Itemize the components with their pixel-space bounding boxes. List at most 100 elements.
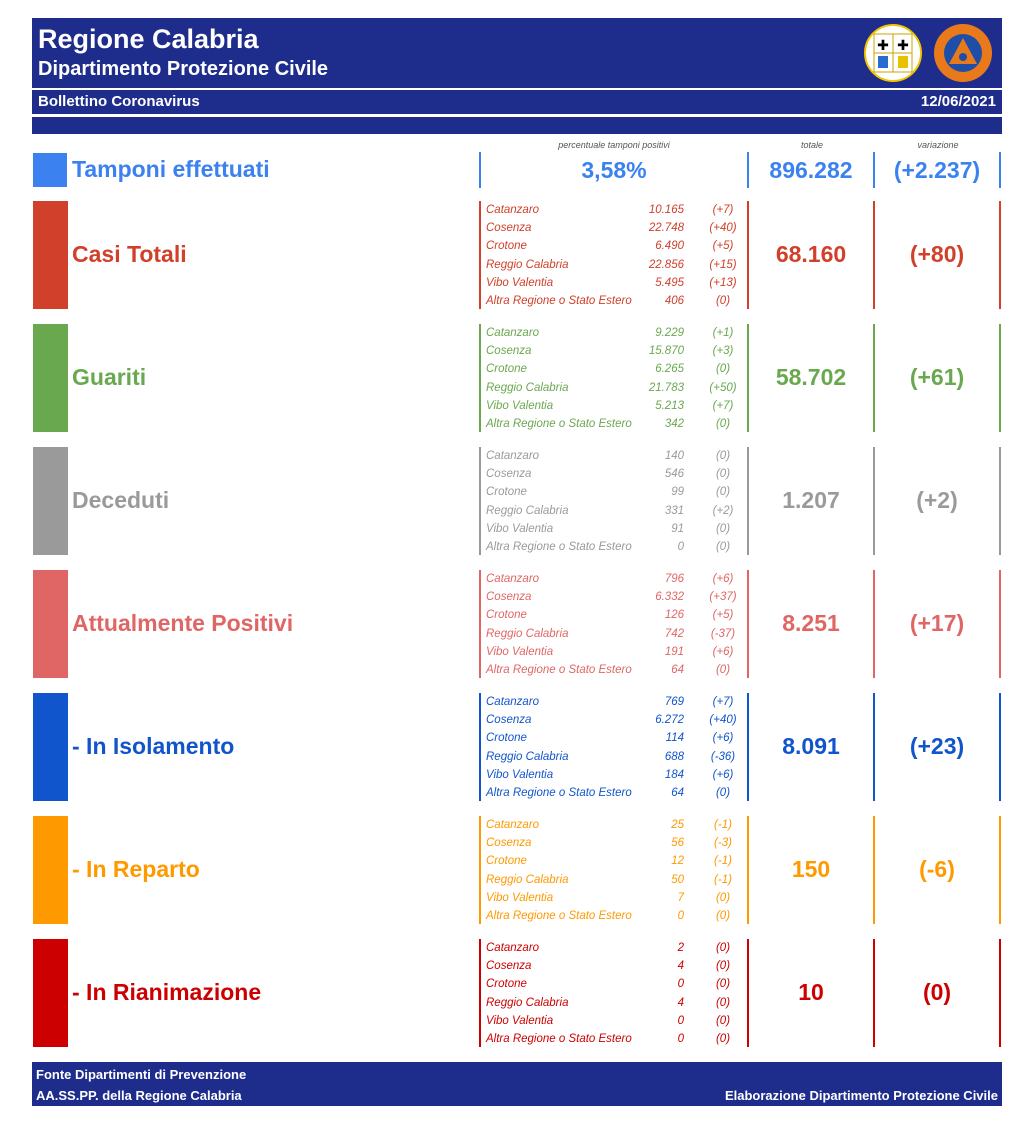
province-name: Catanzaro bbox=[486, 696, 540, 708]
province-variation: (0) bbox=[715, 363, 731, 376]
province-variation: (+2) bbox=[712, 504, 734, 517]
province-count: 140 bbox=[664, 450, 684, 462]
province-row: Vibo Valentia 91 (0) bbox=[486, 522, 746, 540]
province-name: Catanzaro bbox=[486, 450, 540, 462]
section-label: Attualmente Positivi bbox=[72, 610, 294, 636]
tamponi-divider-right bbox=[873, 152, 875, 188]
province-count: 4 bbox=[677, 996, 684, 1009]
province-row: Vibo Valentia 184 (+6) bbox=[486, 768, 746, 786]
province-row: Cosenza 15.870 (+3) bbox=[486, 344, 746, 362]
province-name: Vibo Valentia bbox=[486, 522, 554, 535]
section-label: Deceduti bbox=[72, 487, 170, 513]
section-variation: (-6) bbox=[919, 856, 955, 882]
section-divider bbox=[479, 570, 481, 678]
province-name: Altra Regione o Stato Estero bbox=[486, 663, 632, 676]
province-count: 0 bbox=[677, 1014, 684, 1027]
province-name: Cosenza bbox=[486, 345, 532, 358]
province-name: Reggio Calabria bbox=[486, 381, 569, 394]
province-row: Cosenza 22.748 (+40) bbox=[486, 221, 746, 239]
province-row: Reggio Calabria 4 (0) bbox=[486, 996, 746, 1014]
percent-column-header: percentuale tamponi positivi bbox=[558, 140, 670, 150]
province-count: 546 bbox=[664, 468, 684, 481]
section-total: 150 bbox=[791, 856, 831, 882]
province-list: Catanzaro 796 (+6) Cosenza 6.332 (+37) Crotone… bbox=[486, 572, 746, 681]
province-variation: (+5) bbox=[712, 609, 734, 622]
province-row: Vibo Valentia 191 (+6) bbox=[486, 645, 746, 663]
province-count: 56 bbox=[671, 837, 684, 850]
province-row: Altra Regione o Stato Estero 64 (0) bbox=[486, 786, 746, 804]
province-row: Crotone 99 (0) bbox=[486, 485, 746, 503]
province-row: Altra Regione o Stato Estero 342 (0) bbox=[486, 417, 746, 435]
tamponi-label: Tamponi effettuati bbox=[72, 156, 270, 182]
section-divider bbox=[479, 939, 481, 1047]
province-name: Crotone bbox=[486, 855, 527, 868]
province-count: 15.870 bbox=[648, 345, 684, 358]
province-variation: (0) bbox=[715, 942, 731, 954]
section-divider bbox=[873, 201, 875, 309]
province-count: 6.490 bbox=[655, 240, 684, 253]
province-row: Cosenza 6.272 (+40) bbox=[486, 713, 746, 731]
tamponi-divider-mid bbox=[747, 152, 749, 188]
province-name: Crotone bbox=[486, 609, 527, 622]
province-count: 99 bbox=[671, 486, 684, 499]
province-name: Vibo Valentia bbox=[486, 1014, 554, 1027]
province-name: Crotone bbox=[486, 732, 527, 745]
section-5: - In Reparto Catanzaro 25 (-1) Cosenza 56 (-3)… bbox=[33, 816, 1003, 924]
province-count: 64 bbox=[671, 663, 684, 676]
province-count: 64 bbox=[671, 786, 684, 799]
section-label: - In Reparto bbox=[72, 856, 200, 882]
bulletin-title: Bollettino Coronavirus bbox=[38, 93, 200, 110]
province-variation: (0) bbox=[715, 978, 731, 991]
province-name: Cosenza bbox=[486, 960, 532, 973]
footer-credit: Elaborazione Dipartimento Protezione Civ… bbox=[724, 1088, 998, 1103]
province-name: Altra Regione o Stato Estero bbox=[486, 540, 632, 553]
province-count: 796 bbox=[664, 573, 684, 585]
province-row: Vibo Valentia 0 (0) bbox=[486, 1014, 746, 1032]
section-label: Guariti bbox=[72, 364, 147, 390]
section-divider bbox=[999, 324, 1001, 432]
total-column-header: totale bbox=[800, 140, 824, 150]
province-row: Cosenza 56 (-3) bbox=[486, 836, 746, 854]
province-row: Reggio Calabria 22.856 (+15) bbox=[486, 258, 746, 276]
province-variation: (+6) bbox=[712, 573, 734, 585]
section-divider bbox=[873, 693, 875, 801]
tamponi-percent: 3,58% bbox=[581, 157, 647, 183]
province-name: Crotone bbox=[486, 978, 527, 991]
section-total: 1.207 bbox=[782, 487, 840, 513]
section-divider bbox=[999, 447, 1001, 555]
province-count: 331 bbox=[664, 504, 684, 517]
section-2: Deceduti Catanzaro 140 (0) Cosenza 546 (0) Crot… bbox=[33, 447, 1003, 555]
province-name: Catanzaro bbox=[486, 327, 540, 339]
section-divider bbox=[479, 693, 481, 801]
province-list: Catanzaro 140 (0) Cosenza 546 (0) Crotone 99 (0)… bbox=[486, 449, 746, 558]
province-row: Catanzaro 10.165 (+7) bbox=[486, 203, 746, 221]
province-count: 6.332 bbox=[655, 591, 684, 604]
separator-band bbox=[32, 117, 1002, 134]
province-row: Altra Regione o Stato Estero 0 (0) bbox=[486, 540, 746, 558]
province-row: Cosenza 6.332 (+37) bbox=[486, 590, 746, 608]
province-name: Reggio Calabria bbox=[486, 504, 569, 517]
section-color-bar bbox=[33, 447, 68, 555]
footer-source-line1: Fonte Dipartimenti di Prevenzione bbox=[36, 1067, 247, 1082]
province-list: Catanzaro 9.229 (+1) Cosenza 15.870 (+3) Croto… bbox=[486, 326, 746, 435]
province-row: Vibo Valentia 5.213 (+7) bbox=[486, 399, 746, 417]
province-row: Vibo Valentia 5.495 (+13) bbox=[486, 276, 746, 294]
province-count: 5.495 bbox=[655, 276, 684, 289]
province-variation: (0) bbox=[715, 486, 731, 499]
province-row: Crotone 114 (+6) bbox=[486, 731, 746, 749]
province-row: Altra Regione o Stato Estero 0 (0) bbox=[486, 1032, 746, 1050]
province-name: Crotone bbox=[486, 486, 527, 499]
tamponi-divider-end bbox=[999, 152, 1001, 188]
protezione-civile-icon bbox=[936, 26, 990, 80]
province-variation: (0) bbox=[715, 450, 731, 462]
section-divider bbox=[479, 201, 481, 309]
province-name: Vibo Valentia bbox=[486, 768, 554, 781]
province-name: Crotone bbox=[486, 240, 527, 253]
section-divider bbox=[999, 693, 1001, 801]
province-count: 6.265 bbox=[655, 363, 684, 376]
section-color-bar bbox=[33, 324, 68, 432]
province-row: Altra Regione o Stato Estero 0 (0) bbox=[486, 909, 746, 927]
province-variation: (-37) bbox=[710, 627, 736, 640]
section-1: Guariti Catanzaro 9.229 (+1) Cosenza 15.870 (+… bbox=[33, 324, 1003, 432]
province-name: Altra Regione o Stato Estero bbox=[486, 909, 632, 922]
